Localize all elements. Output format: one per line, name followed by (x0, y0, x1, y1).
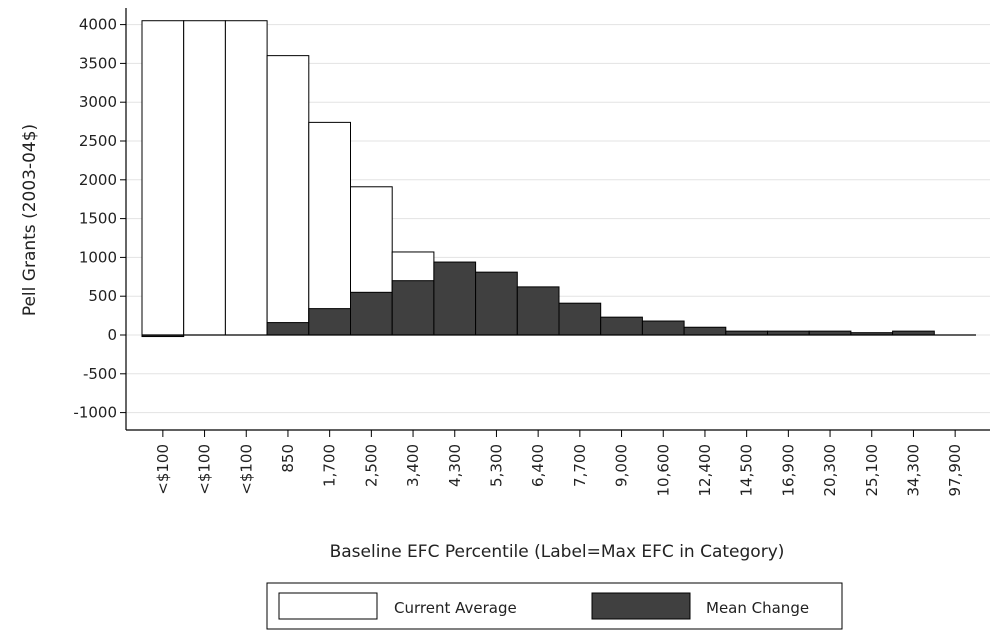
y-axis-title: Pell Grants (2003-04$) (20, 124, 40, 316)
x-tick-label: 10,600 (654, 444, 672, 497)
x-tick-label: 4,300 (446, 444, 464, 487)
bar-mean-change (600, 316, 643, 336)
bar-mean-change (433, 261, 477, 336)
x-tick-label: 9,000 (613, 444, 631, 487)
bar-mean-change (308, 308, 351, 336)
y-tick-label: 2000 (79, 171, 117, 189)
bar-mean-change (266, 322, 310, 336)
y-tick-label: 2500 (79, 132, 117, 150)
x-tick-label: 97,900 (946, 444, 964, 497)
x-tick-label: 34,300 (904, 444, 922, 497)
legend-swatch-mean-change (591, 592, 691, 620)
y-tick-label: 500 (88, 287, 117, 305)
x-tick-label: 25,100 (863, 444, 881, 497)
y-tick-label: 3500 (79, 54, 117, 72)
axes: 4000 3500 3000 2500 2000 1500 1000 500 0 -500 -100… (73, 8, 990, 497)
legend: Current Average Mean Change (266, 582, 843, 630)
x-tick-label: 1,700 (321, 444, 339, 487)
y-tick-label: 0 (107, 326, 117, 344)
x-tick-label: 14,500 (738, 444, 756, 497)
x-tick-label: 7,700 (571, 444, 589, 487)
x-tick-label: <$100 (154, 444, 172, 495)
x-tick-label: 12,400 (696, 444, 714, 497)
x-tick-label: 5,300 (487, 444, 505, 487)
bar-mean-change (558, 302, 602, 336)
y-tick-label: -1000 (73, 404, 117, 422)
bar-current-average (141, 20, 185, 336)
legend-label-mean-change: Mean Change (706, 599, 809, 617)
bar-mean-change (475, 271, 518, 336)
bar-mean-change (641, 320, 685, 336)
x-tick-label: 6,400 (529, 444, 547, 487)
y-tick-label: 4000 (79, 16, 117, 34)
legend-label-current-average: Current Average (394, 599, 517, 617)
y-tick-label: 1500 (79, 210, 117, 228)
x-tick-label: <$100 (237, 444, 255, 495)
bar-mean-change (683, 326, 727, 336)
y-tick-label: 1000 (79, 248, 117, 266)
bar-current-average (308, 121, 351, 336)
bar-current-average (183, 20, 226, 336)
legend-swatch-current-average (278, 592, 378, 620)
y-tick-label: -500 (83, 365, 117, 383)
x-tick-label: 20,300 (821, 444, 839, 497)
bar-mean-change (391, 280, 435, 336)
bar-mean-change (516, 286, 560, 336)
y-tick-label: 3000 (79, 93, 117, 111)
x-tick-label: 2,500 (362, 444, 380, 487)
bar-mean-change (350, 291, 393, 336)
x-tick-label: 3,400 (404, 444, 422, 487)
bars (141, 20, 935, 338)
x-tick-label: <$100 (196, 444, 214, 495)
x-tick-label: 16,900 (779, 444, 797, 497)
bar-current-average (266, 55, 310, 336)
x-axis-title: Baseline EFC Percentile (Label=Max EFC i… (330, 542, 785, 562)
bar-current-average (224, 20, 268, 336)
x-tick-label: 850 (279, 444, 297, 473)
